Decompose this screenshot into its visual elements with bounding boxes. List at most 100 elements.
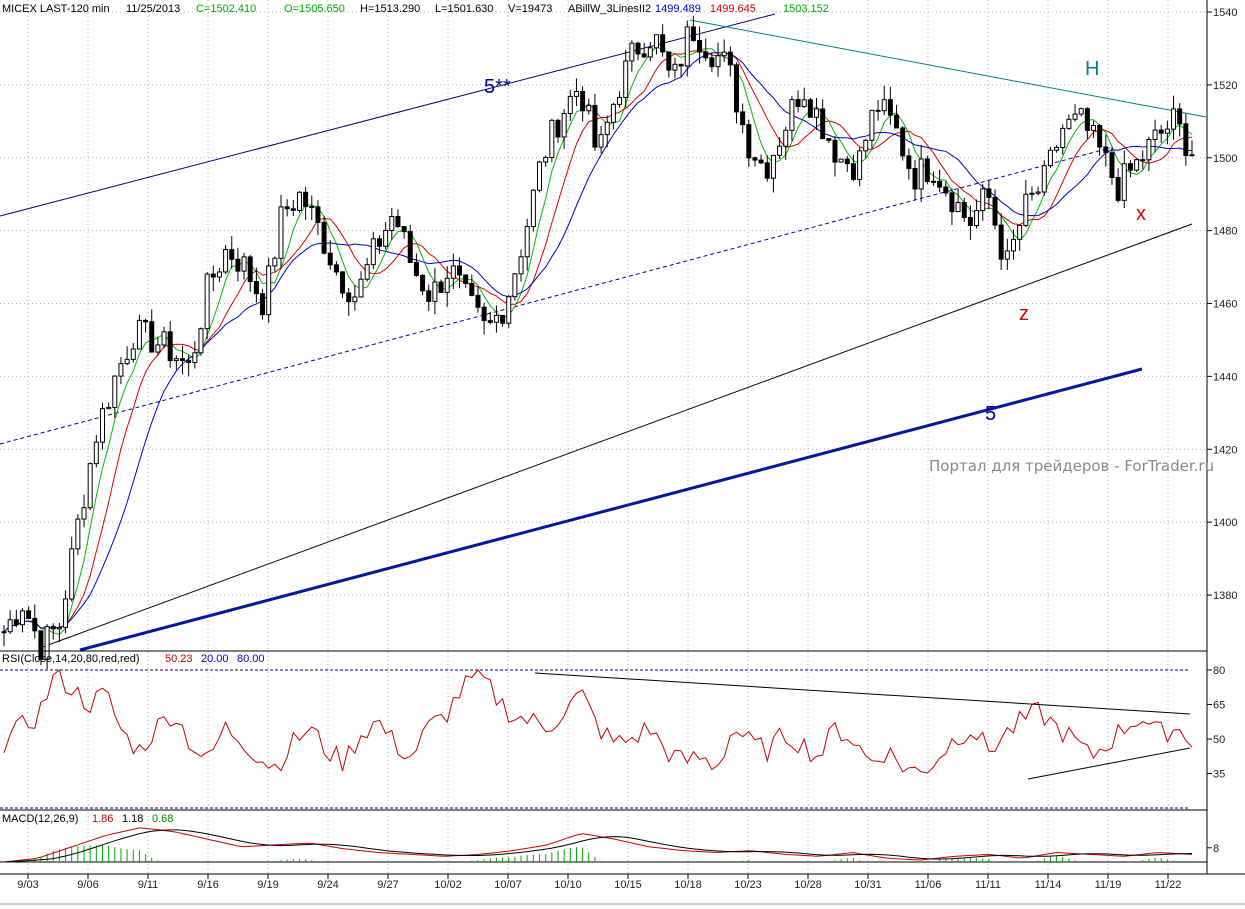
- candle-body: [81, 507, 87, 520]
- candle-body: [1183, 123, 1189, 156]
- candle-body: [426, 290, 432, 302]
- candle-body: [1035, 191, 1041, 194]
- candle-body: [180, 358, 186, 361]
- candle-body: [1041, 165, 1047, 193]
- candle-body: [555, 119, 561, 138]
- price-tick-label: 1400: [1213, 517, 1237, 529]
- candle-body: [290, 208, 296, 211]
- candle-body: [463, 274, 469, 284]
- wave-label-5starstar: 5**: [484, 76, 511, 98]
- macd-signal: 1.18: [122, 813, 143, 825]
- candle-body: [881, 99, 887, 112]
- candle-body: [684, 26, 690, 67]
- candle-body: [358, 278, 364, 298]
- candle-body: [272, 257, 278, 267]
- candle-body: [949, 192, 955, 213]
- candle-body: [130, 348, 136, 360]
- candle-body: [1158, 129, 1164, 134]
- candle-body: [530, 189, 536, 227]
- candle-body: [63, 598, 69, 628]
- candle-body: [1078, 108, 1084, 115]
- date-tick-label: 9/19: [257, 879, 278, 891]
- candle-body: [1091, 124, 1097, 131]
- candle-body: [340, 271, 346, 294]
- candle-body: [376, 238, 382, 247]
- candle-body: [1, 631, 7, 634]
- candle-body: [38, 630, 44, 660]
- candle-body: [967, 216, 973, 227]
- candle-body: [1072, 113, 1078, 120]
- header-ind-v3: 1503.152: [783, 3, 829, 15]
- candle-body: [678, 63, 684, 67]
- candle-body: [241, 256, 247, 272]
- wave5-trendline: [79, 367, 1143, 652]
- candle-body: [19, 610, 25, 626]
- trend-lines: [0, 13, 1207, 652]
- date-tick-label: 9/27: [377, 879, 398, 891]
- candle-body: [93, 441, 99, 465]
- header-high: H=1513.290: [360, 3, 420, 15]
- candle-body: [770, 154, 776, 179]
- candle-body: [1004, 250, 1010, 260]
- candle-body: [1103, 146, 1109, 154]
- candle-body: [389, 216, 395, 231]
- candle-body: [173, 358, 179, 362]
- candle-body: [512, 273, 518, 298]
- candle-body: [992, 196, 998, 226]
- candle-body: [715, 55, 721, 68]
- candle-body: [204, 273, 210, 330]
- candle-body: [697, 39, 703, 53]
- candle-body: [777, 145, 783, 156]
- candle-body: [1023, 193, 1029, 226]
- candle-body: [604, 121, 610, 136]
- candle-body: [955, 202, 961, 213]
- candle-body: [937, 180, 943, 188]
- candle-body: [457, 265, 463, 276]
- price-tick-label: 1380: [1213, 590, 1237, 602]
- candle-body: [850, 163, 856, 180]
- candle-body: [549, 119, 555, 158]
- rsi-path: [3, 669, 1193, 774]
- macd-signal-line: [3, 829, 1193, 863]
- candle-body: [666, 51, 672, 71]
- candle-body: [333, 264, 339, 273]
- candle-body: [253, 281, 259, 295]
- rsi-lower: 20.00: [201, 653, 229, 665]
- candle-body: [315, 206, 321, 223]
- candle-body: [795, 99, 801, 108]
- candlesticks: [1, 15, 1195, 669]
- candle-body: [863, 139, 869, 152]
- candle-body: [32, 617, 38, 632]
- candle-body: [857, 150, 863, 180]
- candle-body: [432, 281, 438, 302]
- candle-body: [210, 273, 216, 278]
- candle-body: [450, 265, 456, 279]
- macd-tick-label: 8: [1213, 843, 1219, 855]
- upper-channel-line: [0, 13, 776, 217]
- candle-body: [623, 60, 629, 98]
- candle-body: [998, 224, 1004, 260]
- candle-body: [99, 408, 105, 443]
- candle-body: [930, 180, 936, 183]
- candle-body: [906, 155, 912, 170]
- candle-body: [709, 57, 715, 68]
- wave-label-z: z: [1019, 303, 1029, 325]
- candle-body: [278, 206, 284, 259]
- date-tick-label: 9/03: [17, 879, 38, 891]
- candle-body: [1152, 129, 1158, 141]
- watermark: Портал для трейдеров - ForTrader.ru: [929, 457, 1214, 475]
- candle-body: [869, 109, 875, 141]
- candle-body: [1054, 147, 1060, 151]
- candle-body: [887, 99, 893, 116]
- candle-body: [610, 103, 616, 123]
- candle-body: [167, 331, 173, 362]
- candle-body: [56, 626, 62, 630]
- candle-body: [524, 225, 530, 258]
- candle-body: [216, 271, 222, 278]
- candle-body: [112, 375, 118, 408]
- rsi-resistance-line: [534, 672, 1191, 715]
- candle-body: [327, 252, 333, 266]
- candle-body: [660, 34, 666, 53]
- date-tick-label: 10/10: [554, 879, 582, 891]
